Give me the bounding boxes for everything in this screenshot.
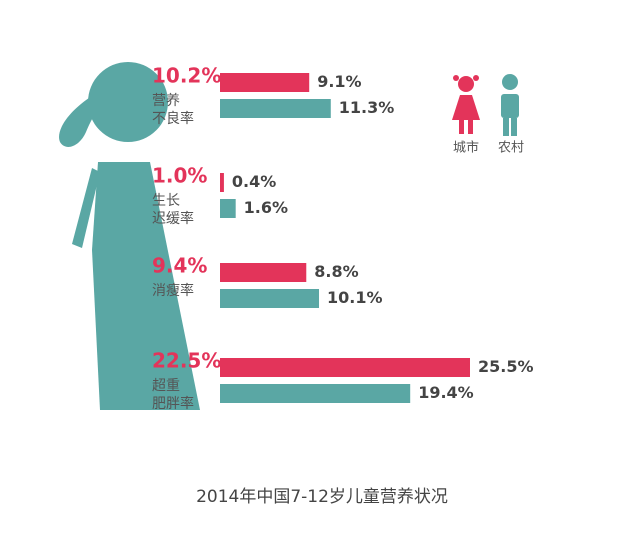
- category-label: 超重: [152, 378, 180, 394]
- legend-icons: [452, 74, 519, 136]
- overall-value: 9.4%: [152, 254, 207, 278]
- value-label: 8.8%: [314, 262, 358, 281]
- value-label: 10.1%: [327, 288, 383, 307]
- category-label: 消瘦率: [152, 282, 194, 299]
- bar: [220, 384, 411, 403]
- bar: [220, 73, 310, 92]
- value-label: 9.1%: [317, 72, 361, 91]
- bar: [220, 263, 307, 282]
- bar: [220, 173, 224, 192]
- value-label: 11.3%: [339, 98, 395, 117]
- value-label: 0.4%: [232, 172, 276, 191]
- category-label: 肥胖率: [152, 395, 194, 412]
- bar: [220, 289, 320, 308]
- category-label: 迟缓率: [152, 210, 194, 227]
- bar: [220, 358, 470, 377]
- legend-label: 城市: [453, 140, 479, 156]
- value-label: 1.6%: [244, 198, 288, 217]
- overall-value: 1.0%: [152, 164, 207, 188]
- bar: [220, 199, 236, 218]
- category-label: 不良率: [152, 110, 194, 127]
- overall-value: 22.5%: [152, 349, 221, 373]
- overall-value: 10.2%: [152, 64, 221, 88]
- category-label: 生长: [152, 193, 180, 209]
- category-label: 营养: [152, 93, 180, 109]
- value-label: 19.4%: [418, 383, 474, 402]
- bar: [220, 99, 331, 118]
- girl-silhouette: [59, 62, 200, 410]
- chart-title: 2014年中国7-12岁儿童营养状况: [196, 487, 448, 507]
- legend-label: 农村: [498, 141, 524, 156]
- value-label: 25.5%: [478, 357, 534, 376]
